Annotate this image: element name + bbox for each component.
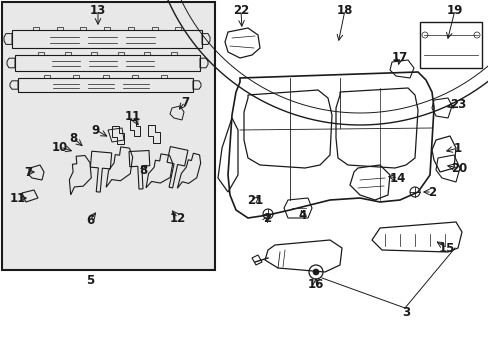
Text: 13: 13: [90, 4, 106, 17]
Text: 4: 4: [298, 208, 306, 221]
Text: 8: 8: [69, 131, 77, 144]
Text: 15: 15: [438, 242, 454, 255]
Bar: [15, 55, 200, 71]
Text: 5: 5: [86, 274, 94, 287]
Text: 3: 3: [401, 306, 409, 319]
Bar: [12, 30, 202, 48]
Text: 8: 8: [139, 163, 147, 176]
Text: 11: 11: [10, 192, 26, 204]
Text: 2: 2: [263, 212, 270, 225]
Circle shape: [312, 269, 318, 275]
Text: 14: 14: [389, 171, 406, 185]
Text: 22: 22: [232, 4, 248, 17]
Text: 18: 18: [336, 4, 352, 17]
Bar: [419, 22, 481, 68]
Text: 9: 9: [92, 123, 100, 136]
Text: 7: 7: [24, 166, 32, 179]
Bar: [18, 78, 193, 92]
Text: 1: 1: [453, 141, 461, 154]
Bar: [2, 2, 215, 270]
Text: 6: 6: [86, 213, 94, 226]
Text: 19: 19: [446, 4, 462, 17]
Text: 16: 16: [307, 279, 324, 292]
Text: 7: 7: [181, 95, 189, 108]
Text: 10: 10: [52, 140, 68, 153]
Text: 17: 17: [391, 50, 407, 63]
Text: 11: 11: [124, 109, 141, 122]
Text: 23: 23: [449, 98, 465, 111]
Text: 12: 12: [169, 212, 186, 225]
Text: 2: 2: [427, 185, 435, 198]
Text: 21: 21: [246, 194, 263, 207]
Text: 20: 20: [450, 162, 466, 175]
